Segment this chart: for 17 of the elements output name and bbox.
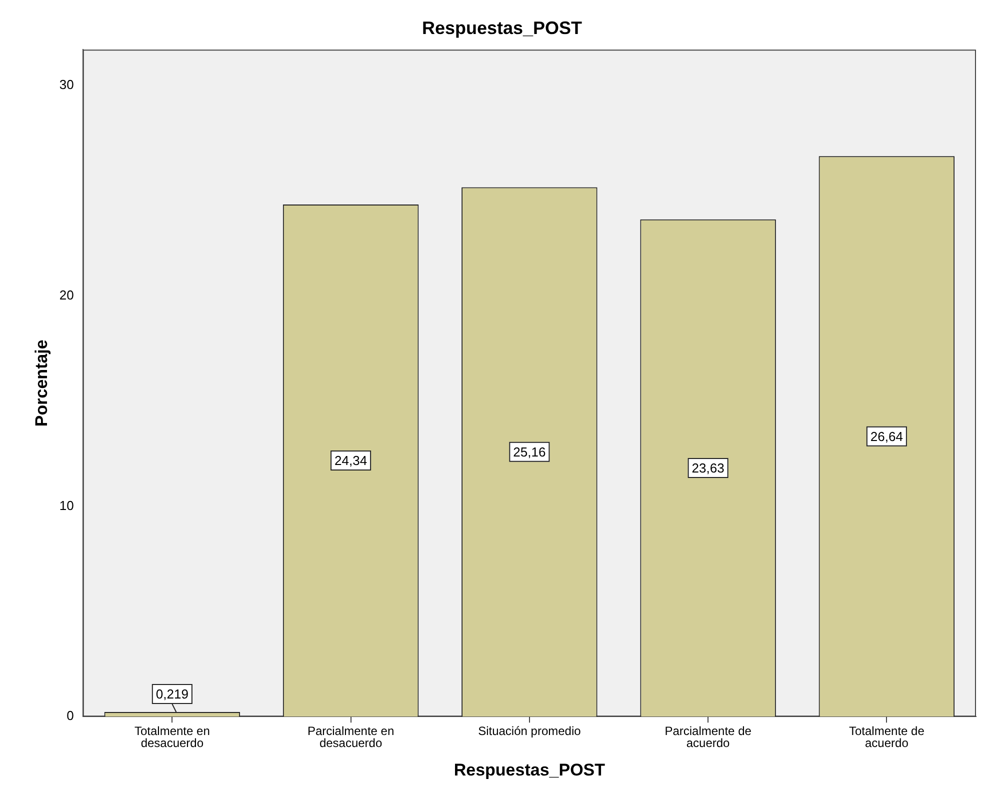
y-tick-label: 0 xyxy=(66,708,74,724)
y-tick-label: 20 xyxy=(59,287,74,302)
chart-title: Respuestas_POST xyxy=(422,18,582,38)
data-label: 25,16 xyxy=(513,444,546,460)
data-label: 24,34 xyxy=(334,453,368,468)
x-tick-label: Totalmente en desacuerdo xyxy=(134,724,210,750)
data-label: 0,219 xyxy=(156,686,188,702)
x-tick-label: Parcialmente en desacuerdo xyxy=(307,724,394,750)
x-tick-label: Totalmente de acuerdo xyxy=(848,724,925,750)
y-tick-label: 30 xyxy=(59,76,74,92)
y-tick-label: 10 xyxy=(59,498,74,513)
x-tick-label: Situación promedio xyxy=(478,724,582,738)
data-label: 26,64 xyxy=(870,428,903,444)
x-axis-title: Respuestas_POST xyxy=(454,760,606,780)
data-label: 23,63 xyxy=(692,460,724,476)
x-tick-label: Parcialmente de acuerdo xyxy=(664,724,752,750)
y-axis-title: Porcentaje xyxy=(32,340,51,427)
